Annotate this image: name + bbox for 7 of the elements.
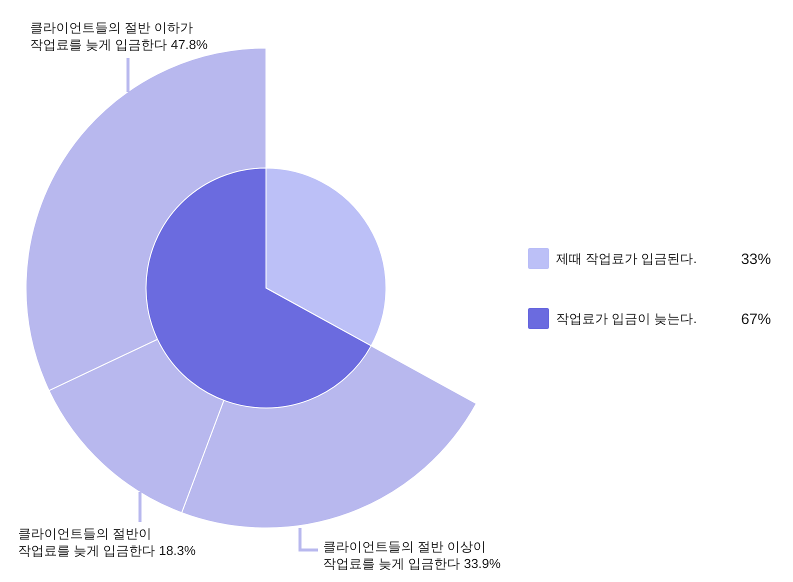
slice-label: 클라이언트들의 절반 이하가 작업료를 늦게 입금한다 47.8% <box>30 20 208 52</box>
data-label: 33% <box>740 251 771 268</box>
data-label: 67% <box>740 311 771 328</box>
slice-label: 클라이언트들의 절반 이상이 작업료를 늦게 입금한다 33.9% <box>323 539 502 571</box>
slice-label: 클라이언트들의 절반이 작업료를 늦게 입금한다 18.3% <box>18 526 196 558</box>
legend-label: 제때 작업료가 입금된다. <box>556 251 697 266</box>
legend-label: 작업료가 입금이 늦는다. <box>556 311 697 326</box>
